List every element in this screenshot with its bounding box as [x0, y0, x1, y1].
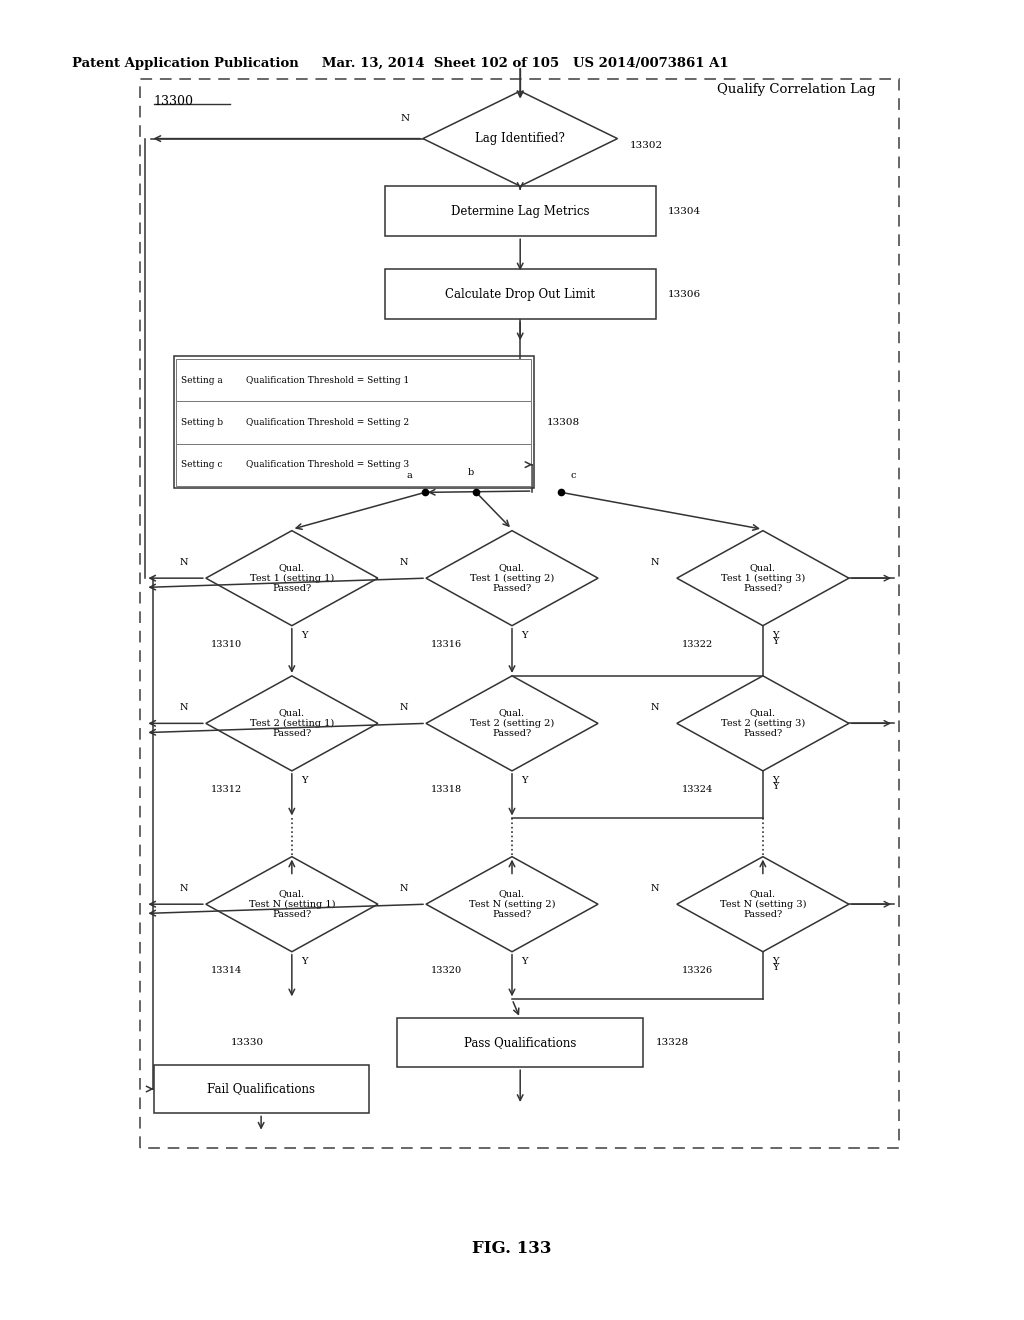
- Text: 13302: 13302: [630, 141, 663, 149]
- Text: Y: Y: [772, 783, 778, 792]
- Text: N: N: [650, 558, 658, 568]
- Polygon shape: [423, 91, 617, 186]
- Text: Qualification Threshold = Setting 3: Qualification Threshold = Setting 3: [246, 461, 409, 469]
- Polygon shape: [206, 676, 378, 771]
- Text: Y: Y: [772, 964, 778, 973]
- Text: Y: Y: [521, 631, 527, 640]
- Text: N: N: [399, 884, 408, 894]
- Text: 13318: 13318: [431, 785, 462, 795]
- Text: 13304: 13304: [669, 207, 701, 215]
- Text: 13324: 13324: [682, 785, 714, 795]
- Text: b: b: [468, 469, 474, 478]
- Polygon shape: [426, 857, 598, 952]
- Text: Setting c: Setting c: [181, 461, 223, 469]
- Polygon shape: [426, 676, 598, 771]
- Text: Y: Y: [772, 638, 778, 647]
- Text: 13328: 13328: [655, 1039, 688, 1047]
- Text: Y: Y: [301, 631, 307, 640]
- Text: Y: Y: [301, 957, 307, 966]
- Text: Qualification Threshold = Setting 2: Qualification Threshold = Setting 2: [246, 418, 409, 426]
- Text: Qual.
Test 1 (setting 1)
Passed?: Qual. Test 1 (setting 1) Passed?: [250, 564, 334, 593]
- Text: Y: Y: [521, 957, 527, 966]
- Text: 13316: 13316: [431, 640, 462, 649]
- Text: Pass Qualifications: Pass Qualifications: [464, 1036, 577, 1049]
- Text: N: N: [179, 704, 187, 713]
- Text: Qual.
Test 1 (setting 2)
Passed?: Qual. Test 1 (setting 2) Passed?: [470, 564, 554, 593]
- Text: N: N: [400, 115, 410, 124]
- Text: N: N: [399, 704, 408, 713]
- Text: N: N: [179, 884, 187, 894]
- FancyBboxPatch shape: [397, 1019, 643, 1067]
- FancyBboxPatch shape: [176, 401, 531, 444]
- Text: Qual.
Test N (setting 3)
Passed?: Qual. Test N (setting 3) Passed?: [720, 890, 806, 919]
- Text: 13314: 13314: [211, 966, 243, 975]
- FancyBboxPatch shape: [174, 356, 534, 488]
- Text: 13312: 13312: [211, 785, 243, 795]
- Text: N: N: [650, 884, 658, 894]
- Text: Lag Identified?: Lag Identified?: [475, 132, 565, 145]
- Polygon shape: [677, 531, 849, 626]
- Text: Setting a: Setting a: [181, 376, 223, 384]
- Polygon shape: [677, 857, 849, 952]
- Text: Qual.
Test N (setting 1)
Passed?: Qual. Test N (setting 1) Passed?: [249, 890, 335, 919]
- Text: c: c: [570, 471, 575, 480]
- Text: Determine Lag Metrics: Determine Lag Metrics: [451, 205, 590, 218]
- Text: Qual.
Test 2 (setting 1)
Passed?: Qual. Test 2 (setting 1) Passed?: [250, 709, 334, 738]
- Text: Y: Y: [772, 776, 778, 785]
- Text: Qual.
Test 2 (setting 2)
Passed?: Qual. Test 2 (setting 2) Passed?: [470, 709, 554, 738]
- Text: Y: Y: [772, 631, 778, 640]
- Text: N: N: [179, 558, 187, 568]
- Text: 13320: 13320: [431, 966, 462, 975]
- Text: a: a: [407, 471, 413, 480]
- FancyBboxPatch shape: [385, 186, 656, 236]
- Text: 13306: 13306: [669, 290, 701, 298]
- Text: N: N: [650, 704, 658, 713]
- Text: Qualify Correlation Lag: Qualify Correlation Lag: [717, 83, 876, 96]
- Text: 13322: 13322: [682, 640, 714, 649]
- Text: Qual.
Test N (setting 2)
Passed?: Qual. Test N (setting 2) Passed?: [469, 890, 555, 919]
- Polygon shape: [677, 676, 849, 771]
- Text: 13330: 13330: [230, 1039, 263, 1047]
- Text: Setting b: Setting b: [181, 418, 223, 426]
- Text: Patent Application Publication     Mar. 13, 2014  Sheet 102 of 105   US 2014/007: Patent Application Publication Mar. 13, …: [72, 57, 728, 70]
- Text: N: N: [399, 558, 408, 568]
- Text: Qual.
Test 1 (setting 3)
Passed?: Qual. Test 1 (setting 3) Passed?: [721, 564, 805, 593]
- Text: 13300: 13300: [154, 95, 194, 108]
- Polygon shape: [206, 857, 378, 952]
- Text: Y: Y: [772, 957, 778, 966]
- Text: 13310: 13310: [211, 640, 242, 649]
- Text: Fail Qualifications: Fail Qualifications: [207, 1082, 315, 1096]
- FancyBboxPatch shape: [176, 444, 531, 486]
- Text: Y: Y: [301, 776, 307, 785]
- Text: Qual.
Test 2 (setting 3)
Passed?: Qual. Test 2 (setting 3) Passed?: [721, 709, 805, 738]
- Text: FIG. 133: FIG. 133: [472, 1239, 552, 1257]
- Text: 13326: 13326: [682, 966, 713, 975]
- FancyBboxPatch shape: [154, 1064, 369, 1114]
- FancyBboxPatch shape: [176, 359, 531, 401]
- Text: Y: Y: [521, 776, 527, 785]
- Text: Qualification Threshold = Setting 1: Qualification Threshold = Setting 1: [246, 376, 409, 384]
- Text: Calculate Drop Out Limit: Calculate Drop Out Limit: [445, 288, 595, 301]
- Text: 13308: 13308: [547, 418, 580, 426]
- Polygon shape: [426, 531, 598, 626]
- Text: Y: Y: [530, 195, 538, 205]
- Polygon shape: [206, 531, 378, 626]
- FancyBboxPatch shape: [385, 269, 656, 319]
